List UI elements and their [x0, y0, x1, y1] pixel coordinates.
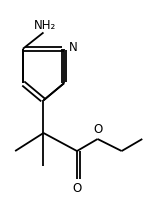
- Text: O: O: [72, 182, 82, 195]
- Text: O: O: [93, 123, 102, 137]
- Text: NH₂: NH₂: [34, 19, 56, 32]
- Text: N: N: [69, 41, 78, 54]
